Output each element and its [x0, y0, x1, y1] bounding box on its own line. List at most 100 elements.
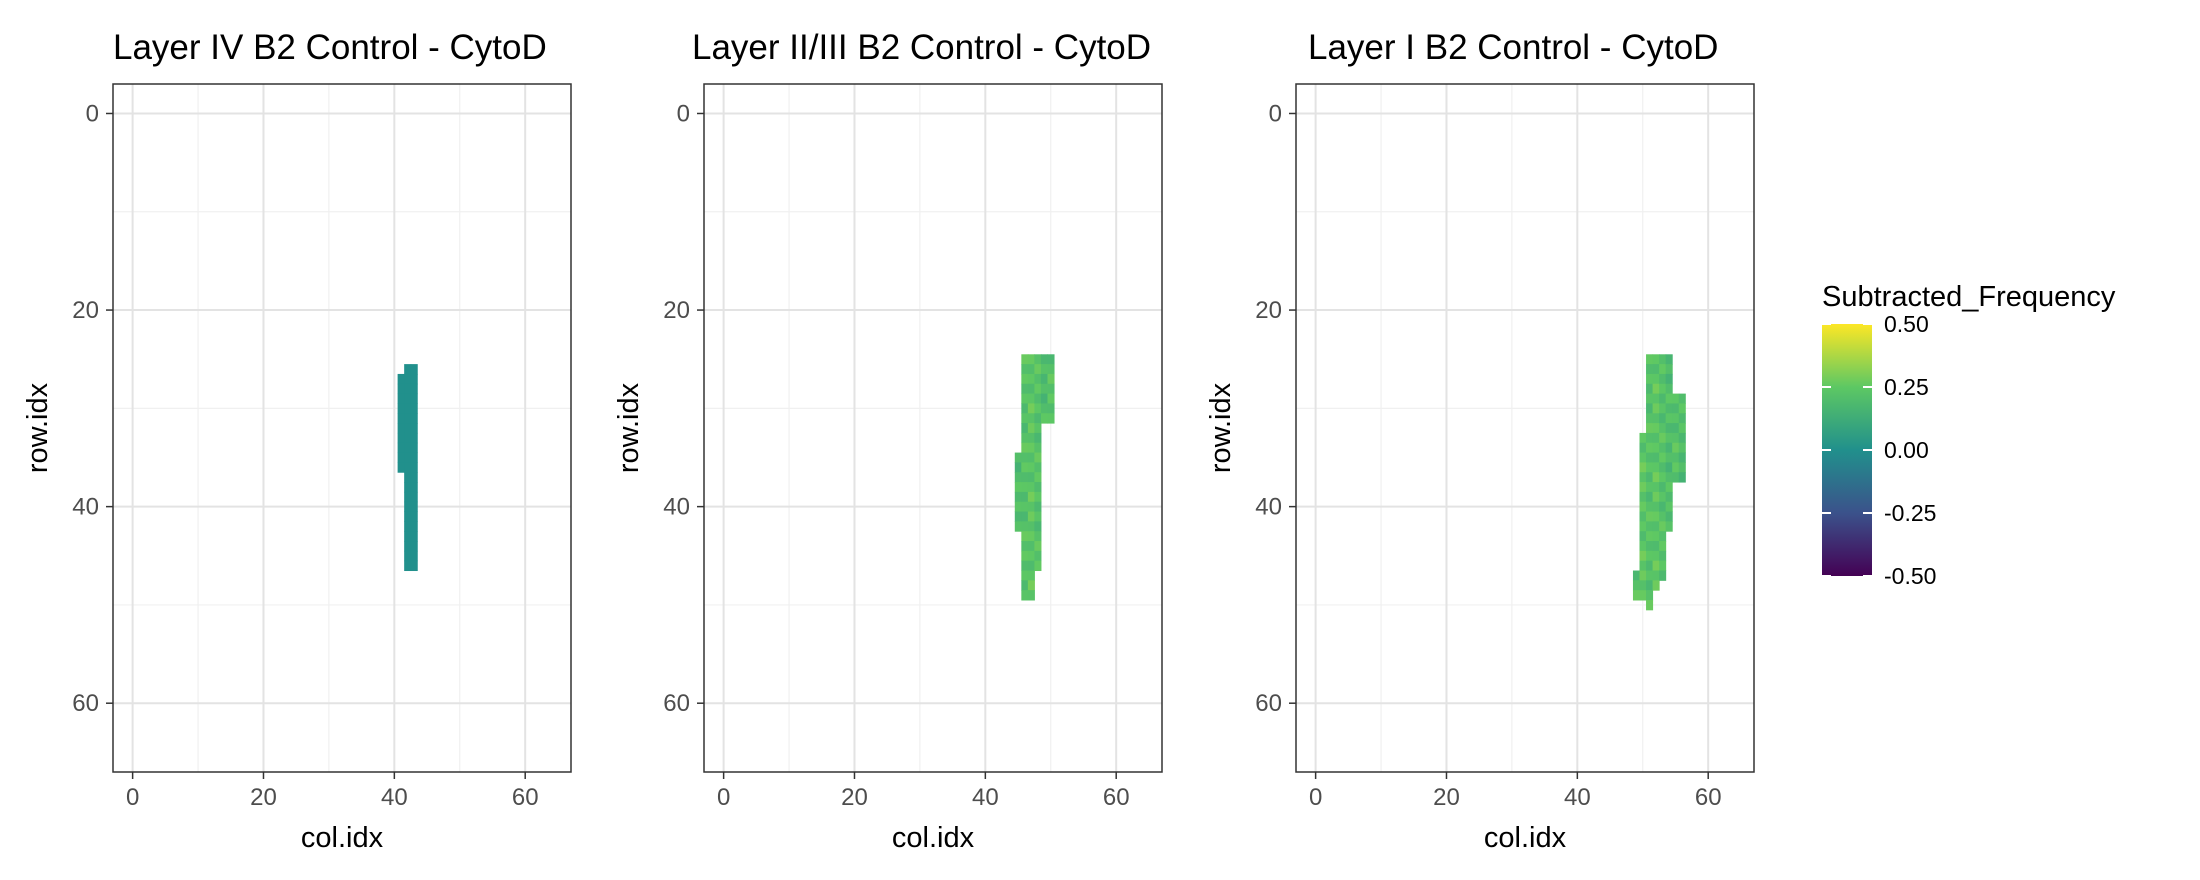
heatmap-cell — [1632, 590, 1640, 601]
heatmap-cell — [1652, 501, 1660, 513]
heatmap-cell — [1027, 423, 1035, 434]
heatmap-cell — [1034, 383, 1042, 395]
heatmap-cell — [1027, 560, 1035, 572]
heatmap-cell — [397, 373, 405, 385]
panel-3-y-axis-title: row.idx — [1205, 382, 1237, 473]
heatmap-cell — [1665, 393, 1673, 404]
heatmap-cell — [1652, 364, 1660, 375]
x-tick-label: 20 — [250, 784, 277, 811]
heatmap-cell — [1027, 354, 1035, 365]
heatmap-cell — [1646, 501, 1654, 513]
heatmap-cell — [1646, 531, 1654, 542]
heatmap-cell — [1034, 413, 1042, 424]
heatmap-cell — [1021, 452, 1029, 463]
x-tick-label: 20 — [1433, 784, 1460, 811]
heatmap-cell — [1021, 590, 1029, 601]
heatmap-cell — [1047, 393, 1055, 404]
heatmap-cell — [404, 373, 412, 385]
heatmap-cell — [1659, 432, 1667, 444]
heatmap-cell — [1034, 482, 1042, 493]
heatmap-cell — [1040, 373, 1048, 385]
x-tick-label: 60 — [512, 784, 539, 811]
heatmap-cell — [1672, 452, 1680, 463]
heatmap-cell — [1652, 511, 1660, 522]
heatmap-cell — [1027, 482, 1035, 493]
x-tick-label: 40 — [1564, 784, 1591, 811]
heatmap-cell — [1646, 472, 1654, 483]
heatmap-cell — [1678, 413, 1686, 424]
heatmap-cell — [1646, 373, 1654, 385]
legend-ticks — [1822, 323, 1872, 577]
heatmap-cell — [1021, 472, 1029, 483]
heatmap-cell — [1639, 452, 1647, 463]
heatmap-cell — [404, 531, 412, 542]
heatmap-cell — [1021, 432, 1029, 444]
heatmap-cell — [1639, 560, 1647, 572]
heatmap-cell — [1652, 550, 1660, 562]
heatmap-cell — [1027, 393, 1035, 404]
x-tick-label: 0 — [1309, 784, 1322, 811]
heatmap-cell — [1034, 541, 1042, 552]
heatmap-cell — [1659, 521, 1667, 532]
heatmap-cell — [397, 462, 405, 473]
heatmap-cell — [1659, 373, 1667, 385]
heatmap-cell — [1047, 373, 1055, 385]
heatmap-cell — [1021, 383, 1029, 395]
heatmap-cell — [1021, 462, 1029, 473]
heatmap-cell — [1678, 393, 1686, 404]
panel-3: Layer I B2 Control - CytoD 0 20 40 60 0 20 40 6… — [1205, 28, 1755, 854]
heatmap-cell — [1646, 354, 1654, 365]
heatmap-cell — [1678, 452, 1686, 463]
heatmap-cell — [1034, 364, 1042, 375]
heatmap-cell — [1652, 383, 1660, 395]
plot-background — [113, 84, 571, 772]
heatmap-cell — [1027, 373, 1035, 385]
heatmap-cell — [1021, 570, 1029, 581]
heatmap-cell — [1652, 521, 1660, 532]
heatmap-cell — [1678, 462, 1686, 473]
heatmap-cell — [1027, 570, 1035, 581]
heatmap-cell — [1034, 393, 1042, 404]
heatmap-cell — [1027, 511, 1035, 522]
heatmap-cell — [1034, 403, 1042, 414]
heatmap-cell — [1034, 462, 1042, 473]
heatmap-cell — [397, 403, 405, 414]
heatmap-cell — [1047, 383, 1055, 395]
heatmap-cell — [410, 432, 418, 444]
legend-label-mid: 0.00 — [1884, 437, 1929, 463]
heatmap-cell — [1021, 413, 1029, 424]
heatmap-cell — [1665, 442, 1673, 454]
heatmap-cell — [1021, 442, 1029, 454]
heatmap-cell — [410, 442, 418, 454]
heatmap-cell — [1659, 482, 1667, 493]
heatmap-cell — [1027, 432, 1035, 444]
legend-title: Subtracted_Frequency — [1822, 281, 2116, 313]
heatmap-cell — [1034, 531, 1042, 542]
heatmap-cell — [1659, 501, 1667, 513]
y-tick-label: 0 — [1269, 100, 1282, 127]
heatmap-cell — [1659, 452, 1667, 463]
heatmap-cell — [397, 423, 405, 434]
heatmap-cell — [410, 521, 418, 532]
heatmap-cell — [410, 383, 418, 395]
heatmap-cell — [1659, 560, 1667, 572]
heatmap-cell — [1014, 491, 1022, 503]
heatmap-cell — [1646, 403, 1654, 414]
heatmap-cell — [1021, 511, 1029, 522]
panel-2-x-axis-title: col.idx — [892, 822, 975, 854]
heatmap-cell — [1021, 491, 1029, 503]
panel-1-title: Layer IV B2 Control - CytoD — [113, 28, 547, 67]
y-tick-label: 0 — [677, 100, 690, 127]
heatmap-cell — [404, 550, 412, 562]
heatmap-cell — [410, 511, 418, 522]
heatmap-cell — [1014, 511, 1022, 522]
heatmap-cell — [1672, 432, 1680, 444]
heatmap-cell — [1672, 462, 1680, 473]
heatmap-cell — [1665, 403, 1673, 414]
heatmap-cell — [1040, 413, 1048, 424]
heatmap-cell — [1021, 501, 1029, 513]
heatmap-cell — [1639, 550, 1647, 562]
heatmap-cell — [1027, 403, 1035, 414]
heatmap-cell — [1665, 521, 1673, 532]
x-tick-label: 0 — [717, 784, 730, 811]
